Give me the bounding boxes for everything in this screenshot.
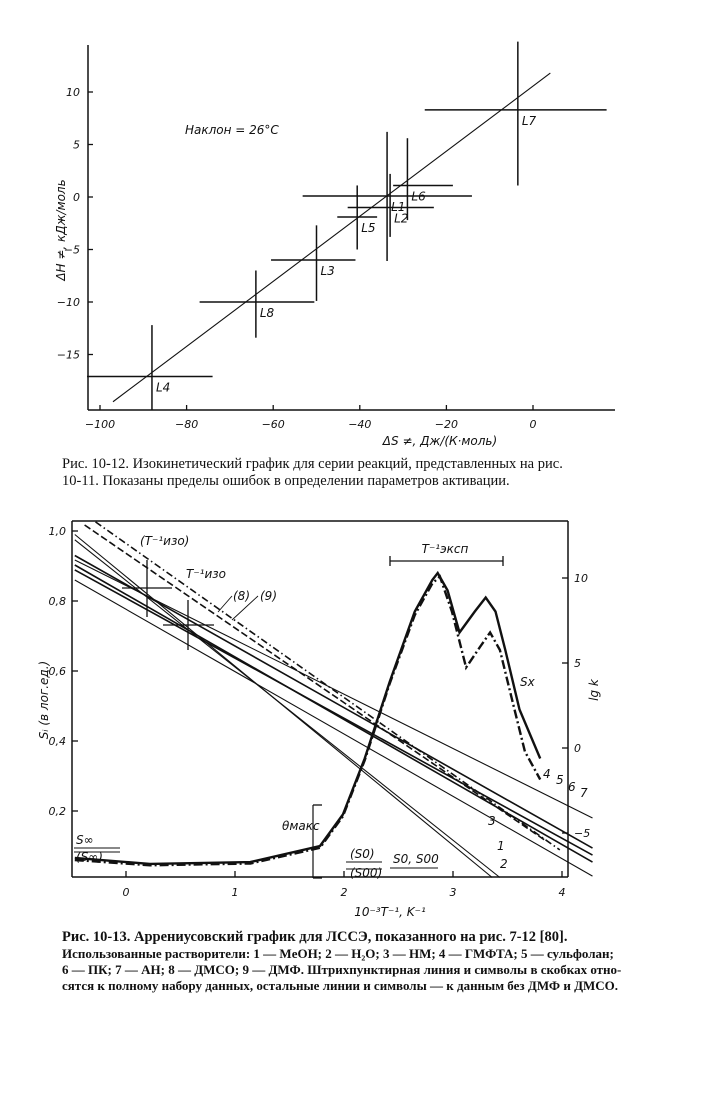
y-tick-label: −10 <box>57 296 80 309</box>
x-tick-label: −20 <box>435 418 458 431</box>
leader-line <box>217 595 233 613</box>
y-tick-label: 0,2 <box>49 805 67 818</box>
y-axis-label: Sᵢ (в лог.ед.) <box>37 661 51 739</box>
x-axis-label: 10⁻³T⁻¹, K⁻¹ <box>354 905 426 919</box>
y-tick-label: 10 <box>66 86 80 99</box>
point-label: L1 <box>391 200 405 214</box>
isokinetic-chart: −100 −80 −60 −40 −20 0 10 5 0 −5 −10 −15 L7 L4 L8 L3 L5 L… <box>54 41 615 448</box>
t-iso-paren-label: (T⁻¹изо) <box>140 534 189 548</box>
x-tick-label: 3 <box>450 886 457 899</box>
s0-paren-label: (S0) <box>350 847 375 861</box>
y-tick-label: 5 <box>73 139 80 152</box>
figure-10-13-caption: Рис. 10-13. Аррениусовский график для ЛС… <box>62 928 690 994</box>
t-exp-label: T⁻¹эксп <box>422 542 469 556</box>
slope-annotation: Наклон = 26°C <box>185 123 279 137</box>
point-label: L8 <box>260 306 275 320</box>
x-axis-label: ΔS ≠, Дж/(К·моль) <box>382 434 497 448</box>
series-label: 3 <box>488 814 496 828</box>
point-label: L7 <box>522 114 537 128</box>
caption-line: сятся к полному набору данных, остальные… <box>62 978 619 993</box>
caption-line: Рис. 10-12. Изокинетический график для с… <box>62 456 563 472</box>
y-axis-label: ΔH ≠, кДж/моль <box>54 179 68 281</box>
x-tick-label: 4 <box>559 886 566 899</box>
y-tick-label: 0 <box>73 191 80 204</box>
right-y-tick-label: −5 <box>574 827 590 840</box>
x-tick-label: 0 <box>530 418 537 431</box>
figure-10-12-caption: Рис. 10-12. Изокинетический график для с… <box>62 456 690 490</box>
series-label: 6 <box>568 780 576 794</box>
s00-paren-label: (S00) <box>350 866 382 880</box>
x-tick-label: 0 <box>123 886 130 899</box>
x-tick-label: −40 <box>348 418 371 431</box>
series-line-6 <box>74 569 593 856</box>
point-label: L6 <box>411 189 426 203</box>
theta-max-label: θмакс <box>282 819 320 833</box>
series-line-3 <box>74 579 593 877</box>
y-tick-label: 0,6 <box>49 665 67 678</box>
right-y-tick-label: 0 <box>574 742 581 755</box>
point-label: L4 <box>156 381 170 395</box>
series-line-5 <box>74 554 593 849</box>
y-tick-label: 1,0 <box>49 525 67 538</box>
series-label: (9) <box>260 589 277 603</box>
x-tick-label: 2 <box>341 886 348 899</box>
series-label: 7 <box>580 786 588 800</box>
series-label: 4 <box>543 767 551 781</box>
x-tick-label: −80 <box>175 418 198 431</box>
series-label: (8) <box>233 589 250 603</box>
s-inf-label: S∞ <box>76 833 94 847</box>
series-line-4 <box>74 559 593 819</box>
point-label: L2 <box>394 212 408 226</box>
leader-line <box>231 595 259 621</box>
series-line-8 <box>84 524 546 841</box>
sx-label: Sx <box>520 675 536 689</box>
t-iso-label: T⁻¹изо <box>186 567 226 581</box>
y-tick-label: 0,8 <box>49 595 67 608</box>
x-tick-label: −100 <box>85 418 115 431</box>
series-line-Sx <box>74 570 542 866</box>
y-tick-label: −5 <box>64 244 80 257</box>
y-tick-label: 0,4 <box>49 735 67 748</box>
y-tick-label: −15 <box>57 349 80 362</box>
point-label: L5 <box>361 221 375 235</box>
series-label: 2 <box>500 857 508 871</box>
x-tick-label: −60 <box>262 418 285 431</box>
fit-line <box>112 72 551 403</box>
x-tick-label: 1 <box>232 886 239 899</box>
point-label: L3 <box>321 264 335 278</box>
caption-line: Использованные растворители: 1 — MeOH; 2… <box>62 946 614 961</box>
right-y-tick-label: 5 <box>574 657 581 670</box>
caption-title: Рис. 10-13. Аррениусовский график для ЛС… <box>62 929 568 945</box>
series-label: 1 <box>497 839 505 853</box>
s0-s00-label: S0, S00 <box>393 852 439 866</box>
caption-line: 6 — ПК; 7 — АН; 8 — ДМСО; 9 — ДМФ. Штрих… <box>62 962 622 977</box>
right-y-axis-label: lg k <box>587 678 601 701</box>
series-label: 5 <box>556 773 564 787</box>
s-inf-paren-label: (S∞) <box>76 850 103 864</box>
caption-line: 10-11. Показаны пределы ошибок в определ… <box>62 473 510 489</box>
right-y-tick-label: 10 <box>574 572 588 585</box>
